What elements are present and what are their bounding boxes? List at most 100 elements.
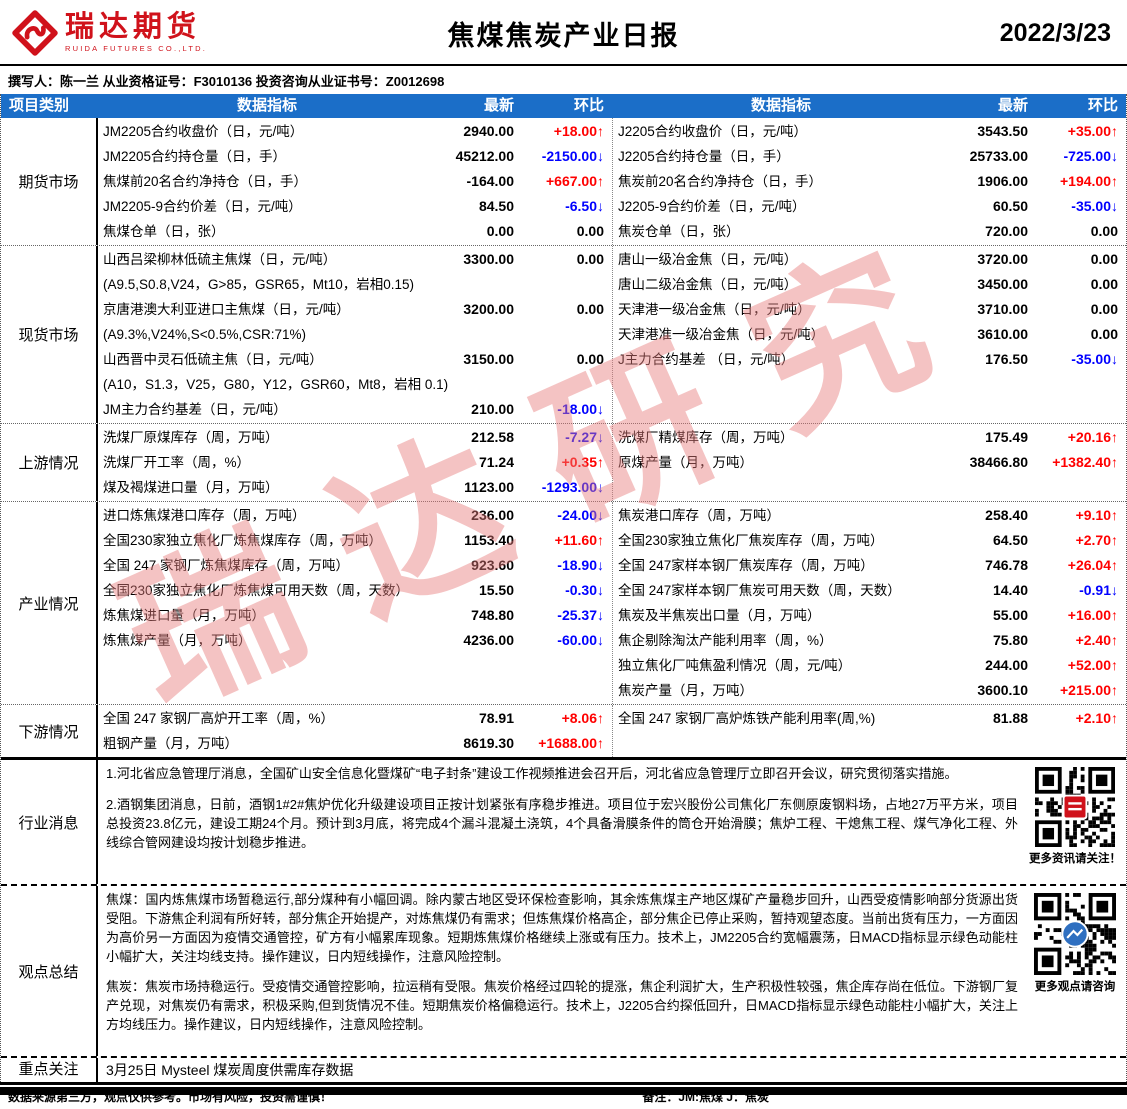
indicator-label: 焦炭前20名合约净持仓（日，手） [618, 174, 823, 189]
header-latest-left: 最新 [483, 97, 514, 114]
change-value: -0.30↓ [565, 582, 604, 598]
paragraph: 1.河北省应急管理厅消息，全国矿山安全信息化暨煤矿“电子封条”建设工作视频推进会… [106, 766, 958, 781]
indicator-label: 山西晋中灵石低硫主焦（日，元/吨） [103, 352, 323, 367]
author-line: 撰写人：陈一兰 从业资格证号：F3010136 投资咨询从业证书号：Z00126… [0, 64, 1127, 94]
change-value: 0.00 [1090, 326, 1118, 342]
change-value: 0.00 [1090, 301, 1118, 317]
change-value: -18.90↓ [557, 557, 604, 573]
change-value: +1688.00↑ [538, 735, 604, 751]
table-row: 焦炭港口库存（周，万吨） 258.40 +9.10↑ [613, 503, 1126, 528]
table-row: 独立焦化厂吨焦盈利情况（周，元/吨） 244.00 +52.00↑ [613, 653, 1126, 678]
latest-value: 84.50 [478, 198, 514, 214]
change-value: 0.00 [576, 301, 604, 317]
table-row: 煤及褐煤进口量（月，万吨） 1123.00 -1293.00↓ [98, 475, 612, 500]
table-row: 山西吕梁柳林低硫主焦煤（日，元/吨） 3300.00 0.00 [98, 247, 612, 272]
header-indicator-right: 数据指标 [750, 97, 811, 114]
change-value: +11.60↑ [554, 532, 604, 548]
indicator-label: 全国 247 家钢厂高炉开工率（周，%） [103, 711, 335, 726]
category-label: 期货市场 [1, 118, 98, 245]
change-value: -25.37↓ [557, 607, 604, 623]
change-value: -18.00↓ [557, 401, 604, 417]
category-label: 行业消息 [1, 760, 98, 884]
latest-value: 14.40 [992, 582, 1028, 598]
latest-value: 720.00 [985, 223, 1028, 239]
header-latest-right: 最新 [997, 97, 1028, 114]
latest-value: 748.80 [471, 607, 514, 623]
change-value: -2150.00↓ [541, 148, 604, 164]
indicator-label: 炼焦煤进口量（月，万吨） [103, 608, 265, 623]
table-row: J2205合约收盘价（日，元/吨） 3543.50 +35.00↑ [613, 119, 1126, 144]
table-row: 全国 247 家钢厂高炉开工率（周，%） 78.91 +8.06↑ [98, 706, 612, 731]
category-label: 下游情况 [1, 705, 98, 757]
indicator-label: 焦炭港口库存（周，万吨） [618, 508, 780, 523]
latest-value: 45212.00 [455, 148, 514, 164]
change-value: -24.00↓ [557, 507, 604, 523]
table-row: 全国230家独立焦化厂焦炭库存（周，万吨） 64.50 +2.70↑ [613, 528, 1126, 553]
indicator-label: 全国 247家样本钢厂焦炭库存（周，万吨） [618, 558, 874, 573]
table-row: 山西晋中灵石低硫主焦（日，元/吨） 3150.00 0.00 [98, 347, 612, 372]
indicator-label: 洗煤厂原煤库存（周，万吨） [103, 430, 279, 445]
change-value: +2.70↑ [1075, 532, 1118, 548]
latest-value: 71.24 [478, 454, 514, 470]
table-row: 粗钢产量（月，万吨） 8619.30 +1688.00↑ [98, 731, 612, 756]
category-label: 产业情况 [1, 502, 98, 704]
latest-value: 3600.10 [977, 682, 1028, 698]
latest-value: 236.00 [471, 507, 514, 523]
latest-value: 25733.00 [969, 148, 1028, 164]
latest-value: 3710.00 [977, 301, 1028, 317]
brand-name-en: RUIDA FUTURES CO.,LTD. [65, 44, 208, 54]
table-row: 炼焦煤产量（月，万吨） 4236.00 -60.00↓ [98, 628, 612, 653]
latest-value: 3200.00 [463, 301, 514, 317]
latest-value: 176.50 [985, 351, 1028, 367]
indicator-label: 京唐港澳大利亚进口主焦煤（日，元/吨） [103, 302, 350, 317]
latest-value: -164.00 [466, 173, 514, 189]
indicator-label: J2205-9合约价差（日，元/吨） [618, 199, 806, 214]
latest-value: 175.49 [985, 429, 1028, 445]
table-row: 焦企剔除淘汰产能利用率（周，%） 75.80 +2.40↑ [613, 628, 1126, 653]
table-row: 京唐港澳大利亚进口主焦煤（日，元/吨） 3200.00 0.00 [98, 297, 612, 322]
indicator-label: 洗煤厂精煤库存（周，万吨） [618, 430, 794, 445]
indicator-label: JM2205-9合约价差（日，元/吨） [103, 199, 302, 214]
indicator-label: (A9.5,S0.8,V24，G>85，GSR65，Mt10，岩相0.15) [103, 277, 415, 292]
indicator-label: 天津港准一级冶金焦（日，元/吨） [618, 327, 825, 342]
indicator-label: 原煤产量（月，万吨） [618, 455, 753, 470]
table-header-row: 项目类别 数据指标 最新 环比 数据指标 最新 环比 [1, 94, 1126, 118]
latest-value: 8619.30 [463, 735, 514, 751]
latest-value: 78.91 [478, 710, 514, 726]
change-value: +0.35↑ [561, 454, 604, 470]
header-change-right: 环比 [1087, 97, 1118, 114]
indicator-label: 煤及褐煤进口量（月，万吨） [103, 480, 279, 495]
indicator-label: 粗钢产量（月，万吨） [103, 736, 238, 751]
indicator-label: 全国230家独立焦化厂炼焦煤库存（周，万吨） [103, 533, 383, 548]
change-value: -6.50↓ [565, 198, 604, 214]
change-value: -35.00↓ [1071, 351, 1118, 367]
latest-value: 38466.80 [969, 454, 1028, 470]
latest-value: 3720.00 [977, 251, 1028, 267]
paragraph: 2.酒钢集团消息，日前，酒钢1#2#焦炉优化升级建设项目正按计划紧张有序稳步推进… [106, 796, 1018, 850]
change-value: +8.06↑ [561, 710, 604, 726]
indicator-label: 天津港一级冶金焦（日，元/吨） [618, 302, 811, 317]
indicator-label: 焦煤前20名合约净持仓（日，手） [103, 174, 308, 189]
table-row: 天津港一级冶金焦（日，元/吨） 3710.00 0.00 [613, 297, 1126, 322]
change-value: +26.04↑ [1067, 557, 1118, 573]
category-label: 观点总结 [1, 886, 98, 1056]
table-row: 洗煤厂精煤库存（周，万吨） 175.49 +20.16↑ [613, 425, 1126, 450]
indicator-label: 焦炭产量（月，万吨） [618, 683, 753, 698]
footer: 数据来源第三方，观点仅供参考。市场有风险，投资需谨慎！ 备注：JM:焦煤 J：焦… [0, 1082, 1127, 1108]
indicator-label: 全国 247 家钢厂高炉炼铁产能利用率(周,%) [618, 711, 876, 726]
change-value: +20.16↑ [1067, 429, 1118, 445]
table-row: 天津港准一级冶金焦（日，元/吨） 3610.00 0.00 [613, 322, 1126, 347]
indicator-label: 焦炭及半焦炭出口量（月，万吨） [618, 608, 821, 623]
change-value: 0.00 [576, 351, 604, 367]
latest-value: 3543.50 [977, 123, 1028, 139]
qr-code-news-icon [1035, 767, 1115, 847]
latest-value: 64.50 [992, 532, 1028, 548]
news-qr-column: 更多资讯请关注！ [1024, 760, 1126, 884]
indicator-label: 独立焦化厂吨焦盈利情况（周，元/吨） [618, 658, 852, 673]
indicator-label: J2205合约收盘价（日，元/吨） [618, 124, 808, 139]
paragraph: 焦炭：焦炭市场持稳运行。受疫情交通管控影响，拉运稍有受限。焦炭价格经过四轮的提涨… [106, 979, 1018, 1033]
change-value: -35.00↓ [1071, 198, 1118, 214]
latest-value: 75.80 [992, 632, 1028, 648]
indicator-label: J2205合约持仓量（日，手） [618, 149, 790, 164]
indicator-label: 炼焦煤产量（月，万吨） [103, 633, 252, 648]
